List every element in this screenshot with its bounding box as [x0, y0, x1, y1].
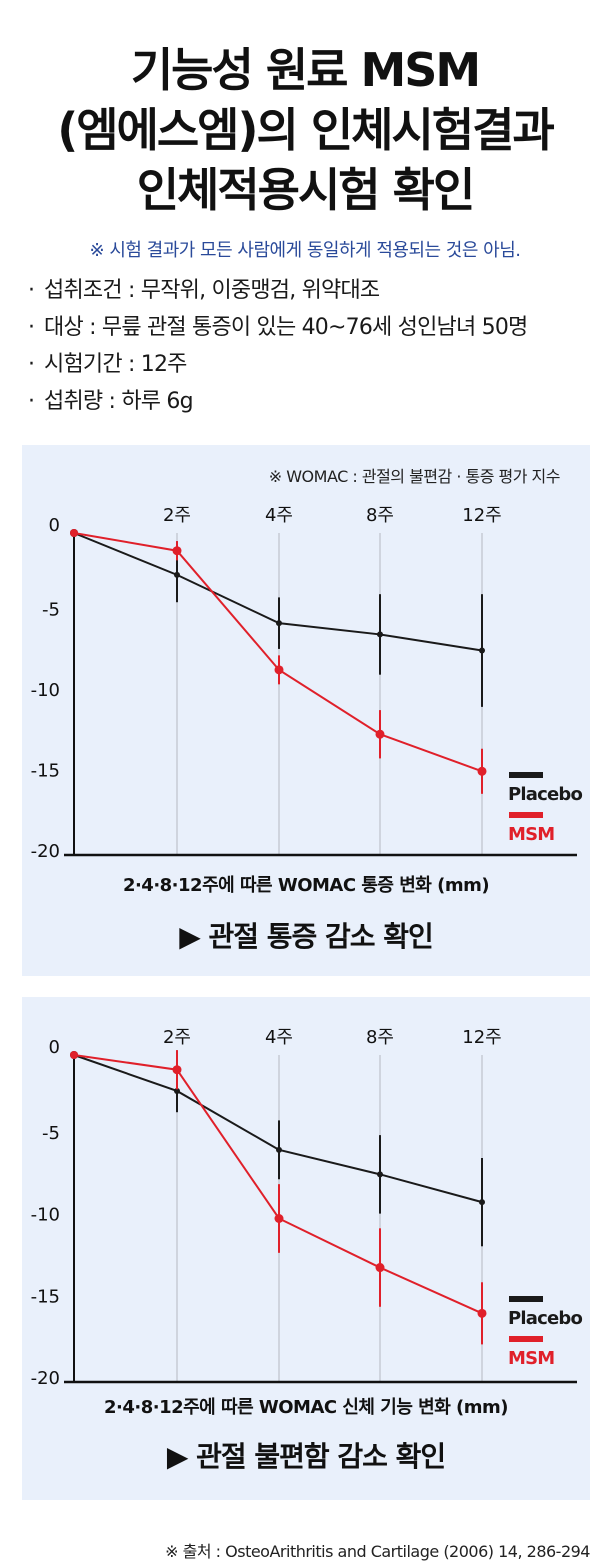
y-tick-label: -20 — [31, 1368, 60, 1389]
y-tick-label: -15 — [31, 761, 60, 782]
data-point — [477, 766, 487, 776]
data-point — [276, 620, 282, 627]
y-tick-label: -5 — [42, 1123, 60, 1144]
page-title: 기능성 원료 MSM (엠에스엠)의 인체시험결과 인체적용시험 확인 — [0, 40, 610, 220]
y-tick-label: -10 — [31, 680, 60, 701]
legend-swatch — [509, 772, 543, 778]
chart-header-note: ※ WOMAC : 관절의 불편감 · 통증 평가 지수 — [268, 467, 561, 486]
title-line: (엠에스엠)의 인체시험결과 — [57, 103, 555, 157]
data-point — [70, 529, 78, 537]
data-point — [479, 647, 485, 654]
bullet-mark: · — [28, 315, 35, 340]
series-line — [73, 532, 483, 773]
x-tick-label: 8주 — [366, 1027, 394, 1048]
legend-swatch — [509, 1336, 543, 1342]
disclaimer-note: ※ 시험 결과가 모든 사람에게 동일하게 적용되는 것은 아님. — [89, 240, 521, 261]
pain-chart: 0 -5 -10 -15 -20 2주 4주 8주 12주 Placebo MSM — [31, 505, 584, 862]
data-point — [174, 571, 180, 578]
function-chart: 0 -5 -10 -15 -20 2주 4주 8주 12주 Placebo MSM — [31, 1027, 584, 1389]
data-point — [477, 1308, 487, 1318]
bullet-mark: · — [28, 352, 35, 377]
legend-swatch — [509, 812, 543, 818]
condition-item: · 섭취량 : 하루 6g — [28, 383, 527, 420]
chart-conclusion: ▶ 관절 통증 감소 확인 — [179, 920, 434, 953]
data-point — [274, 1214, 284, 1223]
condition-text: 섭취량 : 하루 6g — [44, 389, 194, 414]
x-tick-label: 12주 — [462, 1027, 501, 1048]
condition-item: · 섭취조건 : 무작위, 이중맹검, 위약대조 — [28, 272, 527, 309]
condition-item: · 대상 : 무릎 관절 통증이 있는 40~76세 성인남녀 50명 — [28, 309, 528, 346]
legend-swatch — [509, 1296, 543, 1302]
title-line: 인체적용시험 확인 — [136, 163, 476, 217]
study-conditions-list: · 섭취조건 : 무작위, 이중맹검, 위약대조 · 대상 : 무릎 관절 통증이 … — [28, 272, 528, 420]
legend-label: MSM — [508, 824, 554, 845]
legend-label: Placebo — [508, 784, 582, 805]
data-point — [375, 1263, 385, 1273]
data-point — [274, 665, 284, 675]
condition-text: 섭취조건 : 무작위, 이중맹검, 위약대조 — [44, 278, 380, 303]
y-tick-label: -20 — [31, 841, 60, 862]
x-axis-label: 2·4·8·12주에 따른 WOMAC 신체 기능 변화 (mm) — [103, 1397, 509, 1418]
y-tick-label: 0 — [49, 515, 60, 536]
y-tick-label: 0 — [49, 1037, 60, 1058]
data-point — [377, 1171, 383, 1178]
data-point — [276, 1146, 282, 1153]
y-tick-label: -10 — [31, 1205, 60, 1226]
legend-label: MSM — [508, 1348, 554, 1369]
x-tick-label: 12주 — [462, 505, 501, 526]
x-tick-label: 2주 — [163, 1027, 191, 1048]
data-point — [172, 1065, 182, 1075]
function-chart-panel: 0 -5 -10 -15 -20 2주 4주 8주 12주 Placebo MSM 2·4·8·12… — [22, 997, 590, 1500]
x-tick-label: 2주 — [163, 505, 191, 526]
x-tick-label: 8주 — [366, 505, 394, 526]
condition-text: 대상 : 무릎 관절 통증이 있는 40~76세 성인남녀 50명 — [44, 315, 528, 340]
data-point — [377, 631, 383, 638]
title-line: 기능성 원료 MSM — [130, 43, 481, 97]
bullet-mark: · — [28, 389, 35, 414]
chart-conclusion: ▶ 관절 불편함 감소 확인 — [166, 1440, 446, 1473]
legend-label: Placebo — [508, 1308, 582, 1329]
pain-chart-panel: ※ WOMAC : 관절의 불편감 · 통증 평가 지수 0 -5 -10 -15 -2… — [22, 445, 590, 976]
bullet-mark: · — [28, 278, 35, 303]
condition-text: 시험기간 : 12주 — [44, 352, 187, 377]
data-point — [479, 1199, 485, 1206]
source-citation: ※ 출처 : OsteoArithritis and Cartilage (20… — [165, 1542, 590, 1561]
y-tick-label: -5 — [42, 600, 60, 621]
x-tick-label: 4주 — [265, 505, 293, 526]
x-tick-label: 4주 — [265, 1027, 293, 1048]
data-point — [375, 729, 385, 739]
x-axis-label: 2·4·8·12주에 따른 WOMAC 통증 변화 (mm) — [122, 875, 490, 896]
data-point — [172, 546, 182, 556]
y-tick-label: -15 — [31, 1286, 60, 1307]
condition-item: · 시험기간 : 12주 — [28, 346, 527, 383]
data-point — [174, 1087, 180, 1094]
data-point — [70, 1051, 78, 1059]
